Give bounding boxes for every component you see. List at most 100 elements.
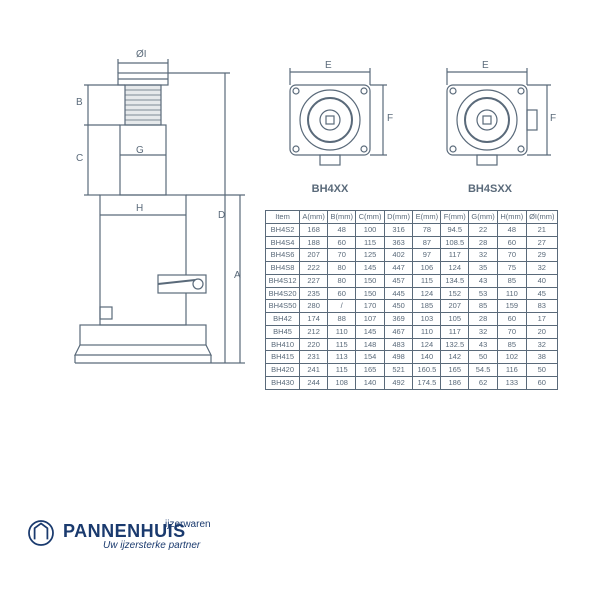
table-cell: 43 (469, 274, 498, 287)
spec-table-wrap: ItemA(mm)B(mm)C(mm)D(mm)E(mm)F(mm)G(mm)H… (265, 210, 558, 390)
table-row: BH4S41886011536387108.5286027 (266, 236, 558, 249)
table-cell: 94.5 (441, 223, 469, 236)
table-cell: 60 (526, 376, 557, 389)
table-cell: 85 (498, 274, 527, 287)
table-cell: 148 (356, 338, 385, 351)
table-cell: 108 (328, 376, 356, 389)
table-cell: BH4S50 (266, 300, 300, 313)
table-cell: 165 (356, 364, 385, 377)
table-cell: 150 (356, 274, 385, 287)
table-cell: 369 (384, 313, 413, 326)
table-col-header: G(mm) (469, 211, 498, 224)
table-cell: 174 (300, 313, 328, 326)
table-cell: 207 (300, 249, 328, 262)
table-cell: 170 (356, 300, 385, 313)
table-cell: 117 (441, 325, 469, 338)
table-cell: 113 (328, 351, 356, 364)
table-cell: 102 (498, 351, 527, 364)
table-cell: 40 (526, 274, 557, 287)
table-cell: BH45 (266, 325, 300, 338)
table-row: BH4S822280145447106124357532 (266, 262, 558, 275)
table-cell: 60 (498, 313, 527, 326)
table-cell: 48 (328, 223, 356, 236)
table-cell: 75 (498, 262, 527, 275)
table-row: BH420241115165521160.516554.511650 (266, 364, 558, 377)
dim-label-f1: F (387, 113, 393, 124)
table-cell: 106 (413, 262, 441, 275)
table-cell: 60 (328, 236, 356, 249)
table-cell: 115 (328, 364, 356, 377)
table-cell: 115 (413, 274, 441, 287)
table-col-header: Item (266, 211, 300, 224)
table-cell: 60 (328, 287, 356, 300)
table-col-header: D(mm) (384, 211, 413, 224)
table-col-header: C(mm) (356, 211, 385, 224)
table-cell: 235 (300, 287, 328, 300)
table-cell: BH4S4 (266, 236, 300, 249)
table-cell: 43 (469, 338, 498, 351)
table-cell: 457 (384, 274, 413, 287)
table-cell: 241 (300, 364, 328, 377)
table-cell: 87 (413, 236, 441, 249)
table-cell: 222 (300, 262, 328, 275)
table-cell: 29 (526, 249, 557, 262)
table-cell: 97 (413, 249, 441, 262)
table-cell: 521 (384, 364, 413, 377)
table-row: BH4152311131544981401425010238 (266, 351, 558, 364)
table-cell: 85 (498, 338, 527, 351)
table-cell: BH410 (266, 338, 300, 351)
table-cell: 145 (356, 325, 385, 338)
spec-table: ItemA(mm)B(mm)C(mm)D(mm)E(mm)F(mm)G(mm)H… (265, 210, 558, 390)
table-cell: 363 (384, 236, 413, 249)
table-row: BH4S20235601504451241525311045 (266, 287, 558, 300)
dim-label-oi: ØI (136, 49, 147, 60)
table-cell: 154 (356, 351, 385, 364)
table-cell: 168 (300, 223, 328, 236)
table-row: BH4S2168481003167894.5224821 (266, 223, 558, 236)
table-cell: 17 (526, 313, 557, 326)
table-cell: 20 (526, 325, 557, 338)
table-row: BH410220115148483124132.5438532 (266, 338, 558, 351)
table-cell: 134.5 (441, 274, 469, 287)
logo-text: ijzerwaren PANNENHUIS Uw ijzersterke par… (63, 521, 200, 551)
table-cell: 145 (356, 262, 385, 275)
table-cell: 140 (356, 376, 385, 389)
table-cell: 447 (384, 262, 413, 275)
table-cell: 110 (328, 325, 356, 338)
table-cell: 445 (384, 287, 413, 300)
table-row: BH4S50280/1704501852078515983 (266, 300, 558, 313)
table-cell: 231 (300, 351, 328, 364)
table-cell: 152 (441, 287, 469, 300)
table-cell: 108.5 (441, 236, 469, 249)
table-cell: 27 (526, 236, 557, 249)
diagram-top-views: E F BH4XX (265, 60, 555, 195)
table-cell: 165 (441, 364, 469, 377)
table-cell: 115 (328, 338, 356, 351)
table-cell: BH430 (266, 376, 300, 389)
table-cell: 107 (356, 313, 385, 326)
table-cell: 159 (498, 300, 527, 313)
table-cell: 103 (413, 313, 441, 326)
table-cell: 60 (498, 236, 527, 249)
table-cell: 80 (328, 274, 356, 287)
table-row: BH430244108140492174.51866213360 (266, 376, 558, 389)
table-cell: BH4S12 (266, 274, 300, 287)
table-cell: 117 (441, 249, 469, 262)
table-cell: BH4S6 (266, 249, 300, 262)
table-cell: 70 (498, 249, 527, 262)
table-col-header: A(mm) (300, 211, 328, 224)
table-cell: 21 (526, 223, 557, 236)
table-cell: 467 (384, 325, 413, 338)
table-cell: 280 (300, 300, 328, 313)
logo-tagline: Uw ijzersterke partner (103, 540, 200, 551)
table-cell: 50 (526, 364, 557, 377)
table-cell: BH4S8 (266, 262, 300, 275)
table-cell: 38 (526, 351, 557, 364)
table-cell: BH42 (266, 313, 300, 326)
table-cell: 32 (526, 262, 557, 275)
table-cell: 105 (441, 313, 469, 326)
diagram-side-view: ØI B C G H D A (40, 55, 250, 385)
dim-label-e1: E (325, 60, 332, 71)
table-cell: 28 (469, 236, 498, 249)
table-cell: BH4S2 (266, 223, 300, 236)
